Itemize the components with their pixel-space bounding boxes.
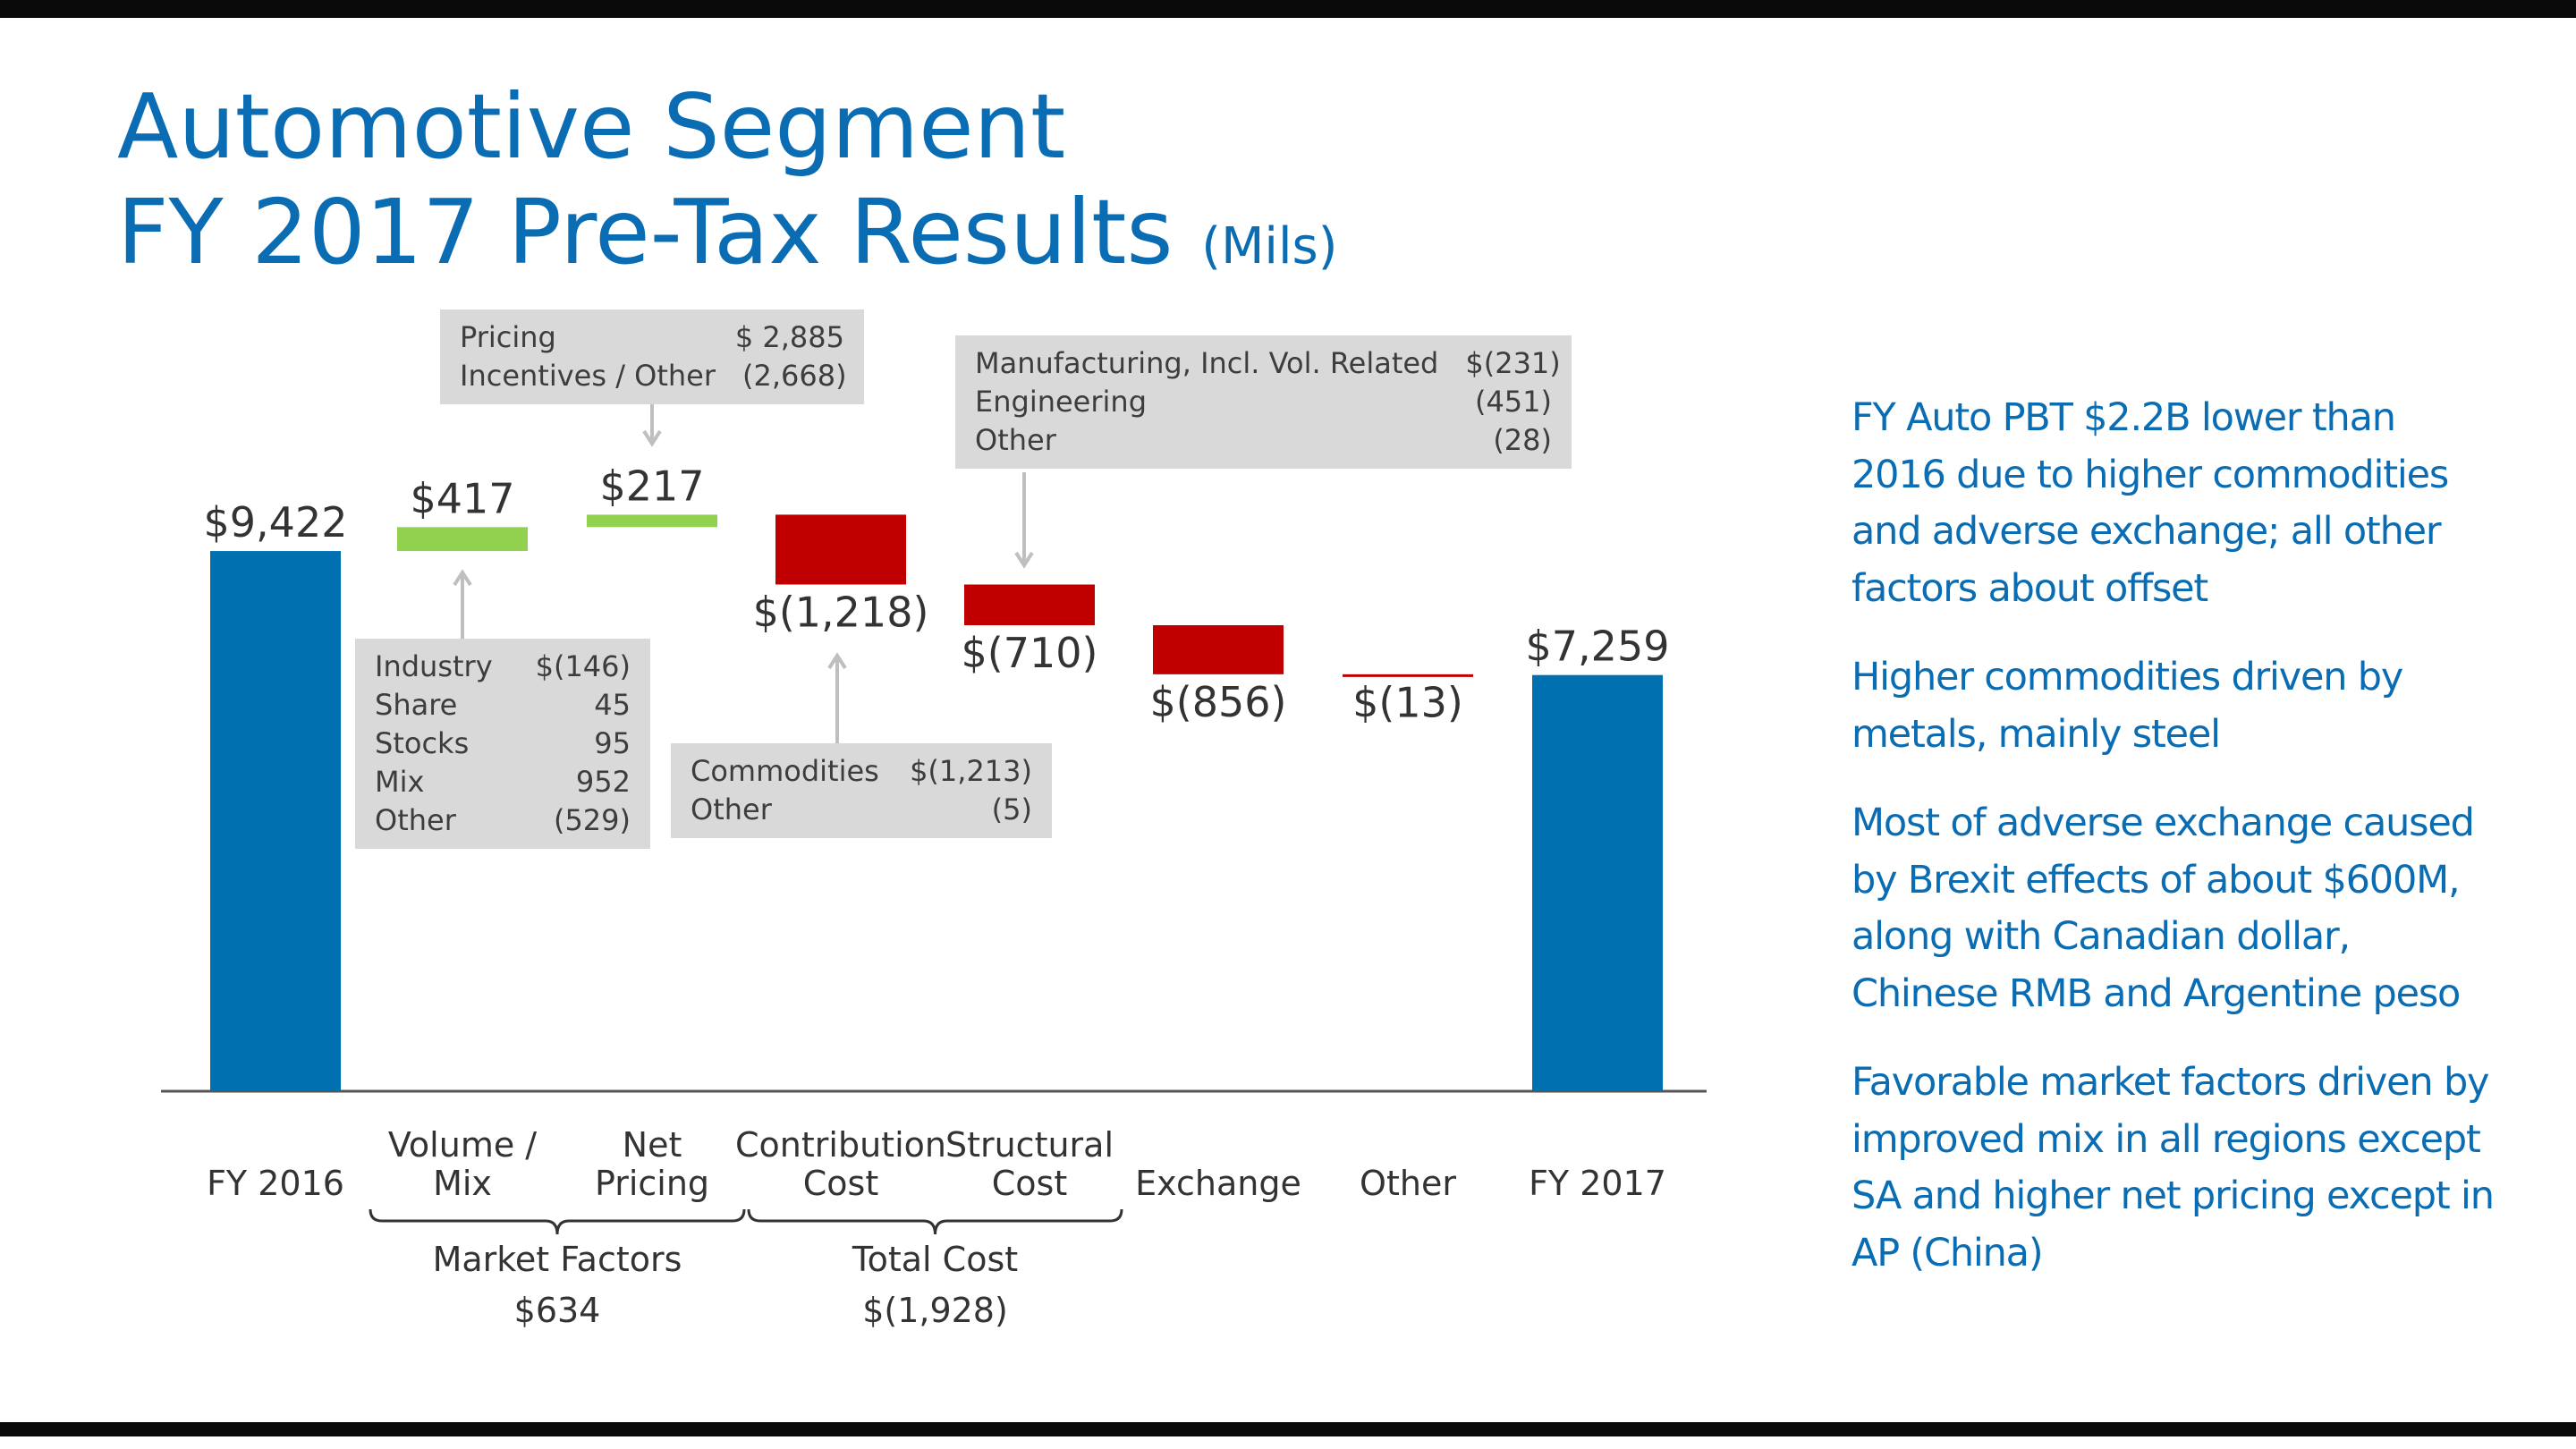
callout-row-value: (5) [991, 792, 1032, 826]
group-brace-total-cost [747, 1208, 1123, 1235]
callout-row-label: Stocks [375, 726, 470, 760]
callout-row: Pricing $ 2,885 [460, 318, 844, 357]
category-label-fy-2016: FY 2016 [207, 1164, 344, 1203]
callout-row: Other (28) [975, 421, 1552, 460]
callout-row-label: Manufacturing, Incl. Vol. Related [975, 346, 1439, 380]
category-label-volume-mix: Volume / Mix [388, 1125, 537, 1203]
arrow-structural [1014, 472, 1034, 569]
value-label-volume-mix: $417 [410, 474, 514, 522]
volume-mix-callout: Industry $(146) Share 45 Stocks 95 Mix 952 Other… [355, 639, 650, 849]
category-label-contribution-cost: Contribution Cost [735, 1125, 946, 1203]
bottom-border [0, 1422, 2576, 1436]
bar-exchange [1153, 624, 1284, 674]
group-brace-market-factors [369, 1208, 746, 1235]
callout-row-value: $(146) [535, 649, 631, 683]
bar-fy-2017 [1532, 674, 1663, 1091]
callout-row-value: (451) [1474, 385, 1552, 419]
pricing-callout: Pricing $ 2,885 Incentives / Other (2,668) [440, 309, 864, 404]
value-label-fy-2016: $9,422 [204, 498, 348, 547]
callout-row-value: (28) [1493, 423, 1552, 457]
bullet-text: FY Auto PBT $2.2B lower than 2016 due to… [1852, 395, 2449, 611]
value-label-other: $(13) [1352, 679, 1463, 727]
bar-fy-2016 [210, 551, 341, 1091]
group-value-market-factors: $634 [514, 1291, 601, 1330]
callout-row: Engineering (451) [975, 383, 1552, 421]
callout-row-value: $(231) [1465, 346, 1561, 380]
callout-row-value: (2,668) [742, 359, 847, 393]
bar-contribution-cost [775, 514, 906, 585]
commentary: FY Auto PBT $2.2B lower than 2016 due to… [1852, 390, 2496, 1314]
arrow-pricing [642, 399, 662, 447]
callout-row: Commodities $(1,213) [691, 752, 1032, 791]
value-label-fy-2017: $7,259 [1526, 623, 1670, 671]
callout-row: Mix 952 [375, 763, 631, 801]
page-title: Automotive Segment [117, 74, 1066, 179]
callout-row: Stocks 95 [375, 724, 631, 763]
callout-row: Incentives / Other (2,668) [460, 357, 847, 395]
callout-row: Other (529) [375, 801, 631, 840]
callout-row-label: Engineering [975, 385, 1147, 419]
callout-row: Manufacturing, Incl. Vol. Related $(231) [975, 344, 1561, 383]
callout-row: Share 45 [375, 686, 631, 724]
callout-row-label: Incentives / Other [460, 359, 716, 393]
callout-row-label: Other [691, 792, 772, 826]
group-label-total-cost: Total Cost [852, 1240, 1018, 1279]
callout-row-label: Pricing [460, 320, 556, 354]
arrow-volume [453, 569, 472, 639]
callout-row-value: (529) [553, 803, 631, 837]
value-label-net-pricing: $217 [599, 462, 704, 510]
page-subtitle: FY 2017 Pre-Tax Results (Mils) [117, 180, 1338, 284]
group-value-total-cost: $(1,928) [862, 1291, 1008, 1330]
callout-row-label: Mix [375, 765, 425, 799]
bullet-text: Higher commodities driven by metals, mai… [1852, 655, 2403, 757]
callout-row-label: Other [375, 803, 456, 837]
callout-row-label: Commodities [691, 754, 879, 788]
unit-label: (Mils) [1201, 217, 1338, 275]
structural-cost-callout: Manufacturing, Incl. Vol. Related $(231) E… [955, 335, 1572, 469]
callout-row: Industry $(146) [375, 648, 631, 686]
bullet-text: Most of adverse exchange caused by Brexi… [1852, 801, 2475, 1016]
callout-row-label: Share [375, 688, 458, 722]
value-label-structural-cost: $(710) [962, 629, 1098, 677]
category-label-net-pricing: Net Pricing [595, 1125, 709, 1203]
callout-row: Other (5) [691, 791, 1032, 829]
callout-row-value: 45 [594, 688, 631, 722]
category-label-structural-cost: Structural Cost [945, 1125, 1114, 1203]
callout-row-value: $(1,213) [910, 754, 1032, 788]
bar-net-pricing [587, 514, 717, 528]
category-label-other: Other [1360, 1164, 1456, 1203]
bullet-text: Favorable market factors driven by impro… [1852, 1060, 2495, 1275]
bar-volume-mix [397, 527, 528, 552]
category-label-fy-2017: FY 2017 [1529, 1164, 1666, 1203]
value-label-exchange: $(856) [1150, 678, 1287, 726]
group-label-market-factors: Market Factors [433, 1240, 682, 1279]
callout-row-label: Industry [375, 649, 493, 683]
category-label-exchange: Exchange [1135, 1164, 1301, 1203]
arrow-contribution [827, 652, 847, 743]
contribution-cost-callout: Commodities $(1,213) Other (5) [671, 743, 1052, 838]
callout-row-value: 952 [575, 765, 631, 799]
top-border [0, 0, 2576, 18]
callout-row-label: Other [975, 423, 1056, 457]
bar-other [1343, 674, 1473, 677]
bar-structural-cost [964, 584, 1095, 625]
callout-row-value: 95 [594, 726, 631, 760]
callout-row-value: $ 2,885 [734, 320, 844, 354]
value-label-contribution-cost: $(1,218) [753, 588, 929, 636]
